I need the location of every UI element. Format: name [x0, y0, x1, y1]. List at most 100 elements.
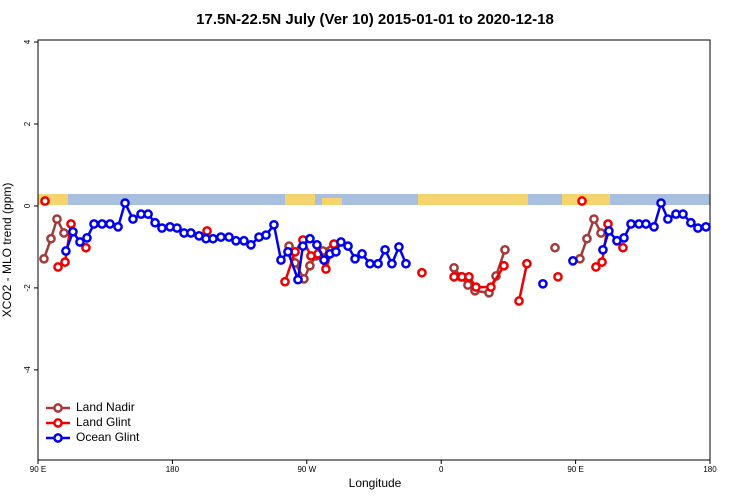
data-point — [128, 214, 138, 224]
data-point — [75, 237, 85, 247]
data-point — [343, 241, 353, 251]
data-point — [224, 232, 234, 242]
data-point — [357, 249, 367, 259]
x-tick-label: 0 — [439, 465, 444, 474]
data-point — [486, 282, 496, 292]
data-point — [40, 196, 50, 206]
data-point — [596, 228, 606, 238]
x-tick-label: 90 E — [30, 465, 46, 474]
data-point — [577, 196, 587, 206]
data-point — [105, 219, 115, 229]
series-line — [578, 215, 603, 260]
data-point — [591, 262, 601, 272]
data-point — [305, 233, 315, 244]
data-point — [246, 240, 256, 250]
data-point — [172, 223, 182, 233]
y-axis-label: XCO2 - MLO trend (ppm) — [0, 183, 14, 318]
data-point — [618, 242, 628, 253]
data-point — [553, 271, 563, 282]
data-point — [336, 237, 346, 247]
series-line — [517, 263, 529, 302]
data-point — [394, 242, 404, 252]
data-point — [113, 221, 123, 232]
data-point — [597, 257, 607, 267]
legend-marker — [53, 433, 63, 443]
data-point — [693, 223, 703, 233]
data-point — [89, 219, 99, 229]
data-point — [186, 228, 196, 238]
data-point — [550, 242, 560, 253]
x-tick-label: 90 E — [567, 465, 583, 474]
data-point — [365, 258, 375, 269]
data-point — [663, 214, 673, 224]
y-tick-label: 2 — [23, 121, 32, 126]
data-point — [293, 274, 303, 285]
data-point — [97, 219, 107, 229]
data-point — [46, 233, 56, 244]
data-point — [471, 282, 481, 292]
y-tick-label: -4 — [23, 366, 32, 374]
data-point — [619, 233, 629, 243]
data-point — [380, 244, 390, 255]
data-point — [143, 209, 153, 219]
data-point — [150, 217, 160, 228]
data-point — [298, 241, 308, 251]
data-point — [81, 242, 91, 253]
data-point — [522, 258, 532, 269]
legend-label: Land Nadir — [76, 400, 135, 414]
legend-marker — [53, 418, 63, 428]
data-point — [449, 271, 459, 282]
data-point — [208, 233, 218, 244]
y-tick-label: 4 — [23, 39, 32, 44]
data-point — [589, 214, 599, 224]
data-point — [500, 244, 510, 255]
data-point — [269, 219, 279, 230]
data-point — [82, 233, 92, 243]
data-point — [538, 278, 548, 289]
data-point — [373, 258, 383, 269]
data-point — [582, 233, 592, 244]
data-point — [157, 223, 167, 233]
data-point — [283, 246, 293, 257]
data-point — [649, 221, 659, 232]
data-point — [239, 235, 249, 246]
data-point — [319, 255, 329, 265]
data-point — [568, 256, 578, 266]
plot-frame — [37, 39, 711, 461]
data-point — [401, 258, 411, 269]
data-point — [312, 240, 322, 250]
data-point — [261, 230, 271, 240]
data-point — [61, 246, 71, 256]
data-point — [464, 271, 474, 282]
x-axis-label: Longitude — [349, 476, 402, 490]
data-point — [66, 219, 76, 229]
data-point — [514, 296, 524, 306]
data-point — [59, 228, 69, 238]
y-tick-label: -2 — [23, 284, 32, 292]
data-point — [417, 267, 427, 278]
data-point — [52, 214, 62, 224]
data-point — [598, 244, 608, 255]
data-point — [280, 276, 290, 287]
y-tick-label: 0 — [23, 203, 32, 208]
data-point — [678, 209, 688, 219]
map-strip — [38, 194, 710, 205]
data-point — [202, 226, 212, 236]
x-tick-label: 180 — [703, 465, 717, 474]
legend-label: Land Glint — [76, 415, 131, 429]
data-point — [686, 217, 696, 228]
data-point — [321, 264, 331, 274]
data-point — [656, 198, 666, 208]
data-point — [499, 260, 509, 271]
data-point — [53, 262, 63, 272]
data-point — [305, 260, 315, 271]
x-tick-label: 90 W — [297, 465, 316, 474]
data-point — [604, 226, 614, 236]
data-point — [463, 280, 473, 290]
data-point — [231, 235, 241, 246]
series-line — [42, 215, 66, 260]
data-point — [120, 198, 130, 208]
data-point — [626, 219, 636, 229]
data-point — [350, 253, 360, 264]
